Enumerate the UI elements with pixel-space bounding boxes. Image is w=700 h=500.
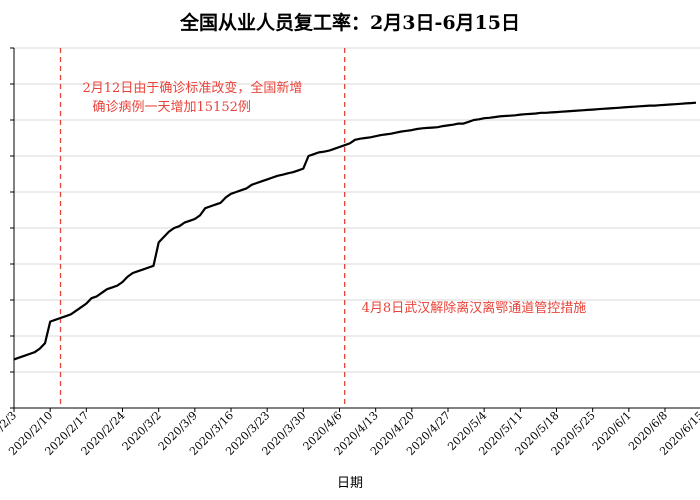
- annotation-text: 4月8日武汉解除离汉离鄂通道管控措施: [362, 300, 587, 316]
- chart-title: 全国从业人员复工率：2月3日-6月15日: [180, 12, 520, 34]
- x-axis-label: 日期: [336, 476, 363, 491]
- annotation-text: 2月12日由于确诊标准改变，全国新增: [83, 80, 303, 96]
- annotation-text: 确诊病例一天增加15152例: [93, 100, 251, 115]
- series-line: [13, 101, 697, 361]
